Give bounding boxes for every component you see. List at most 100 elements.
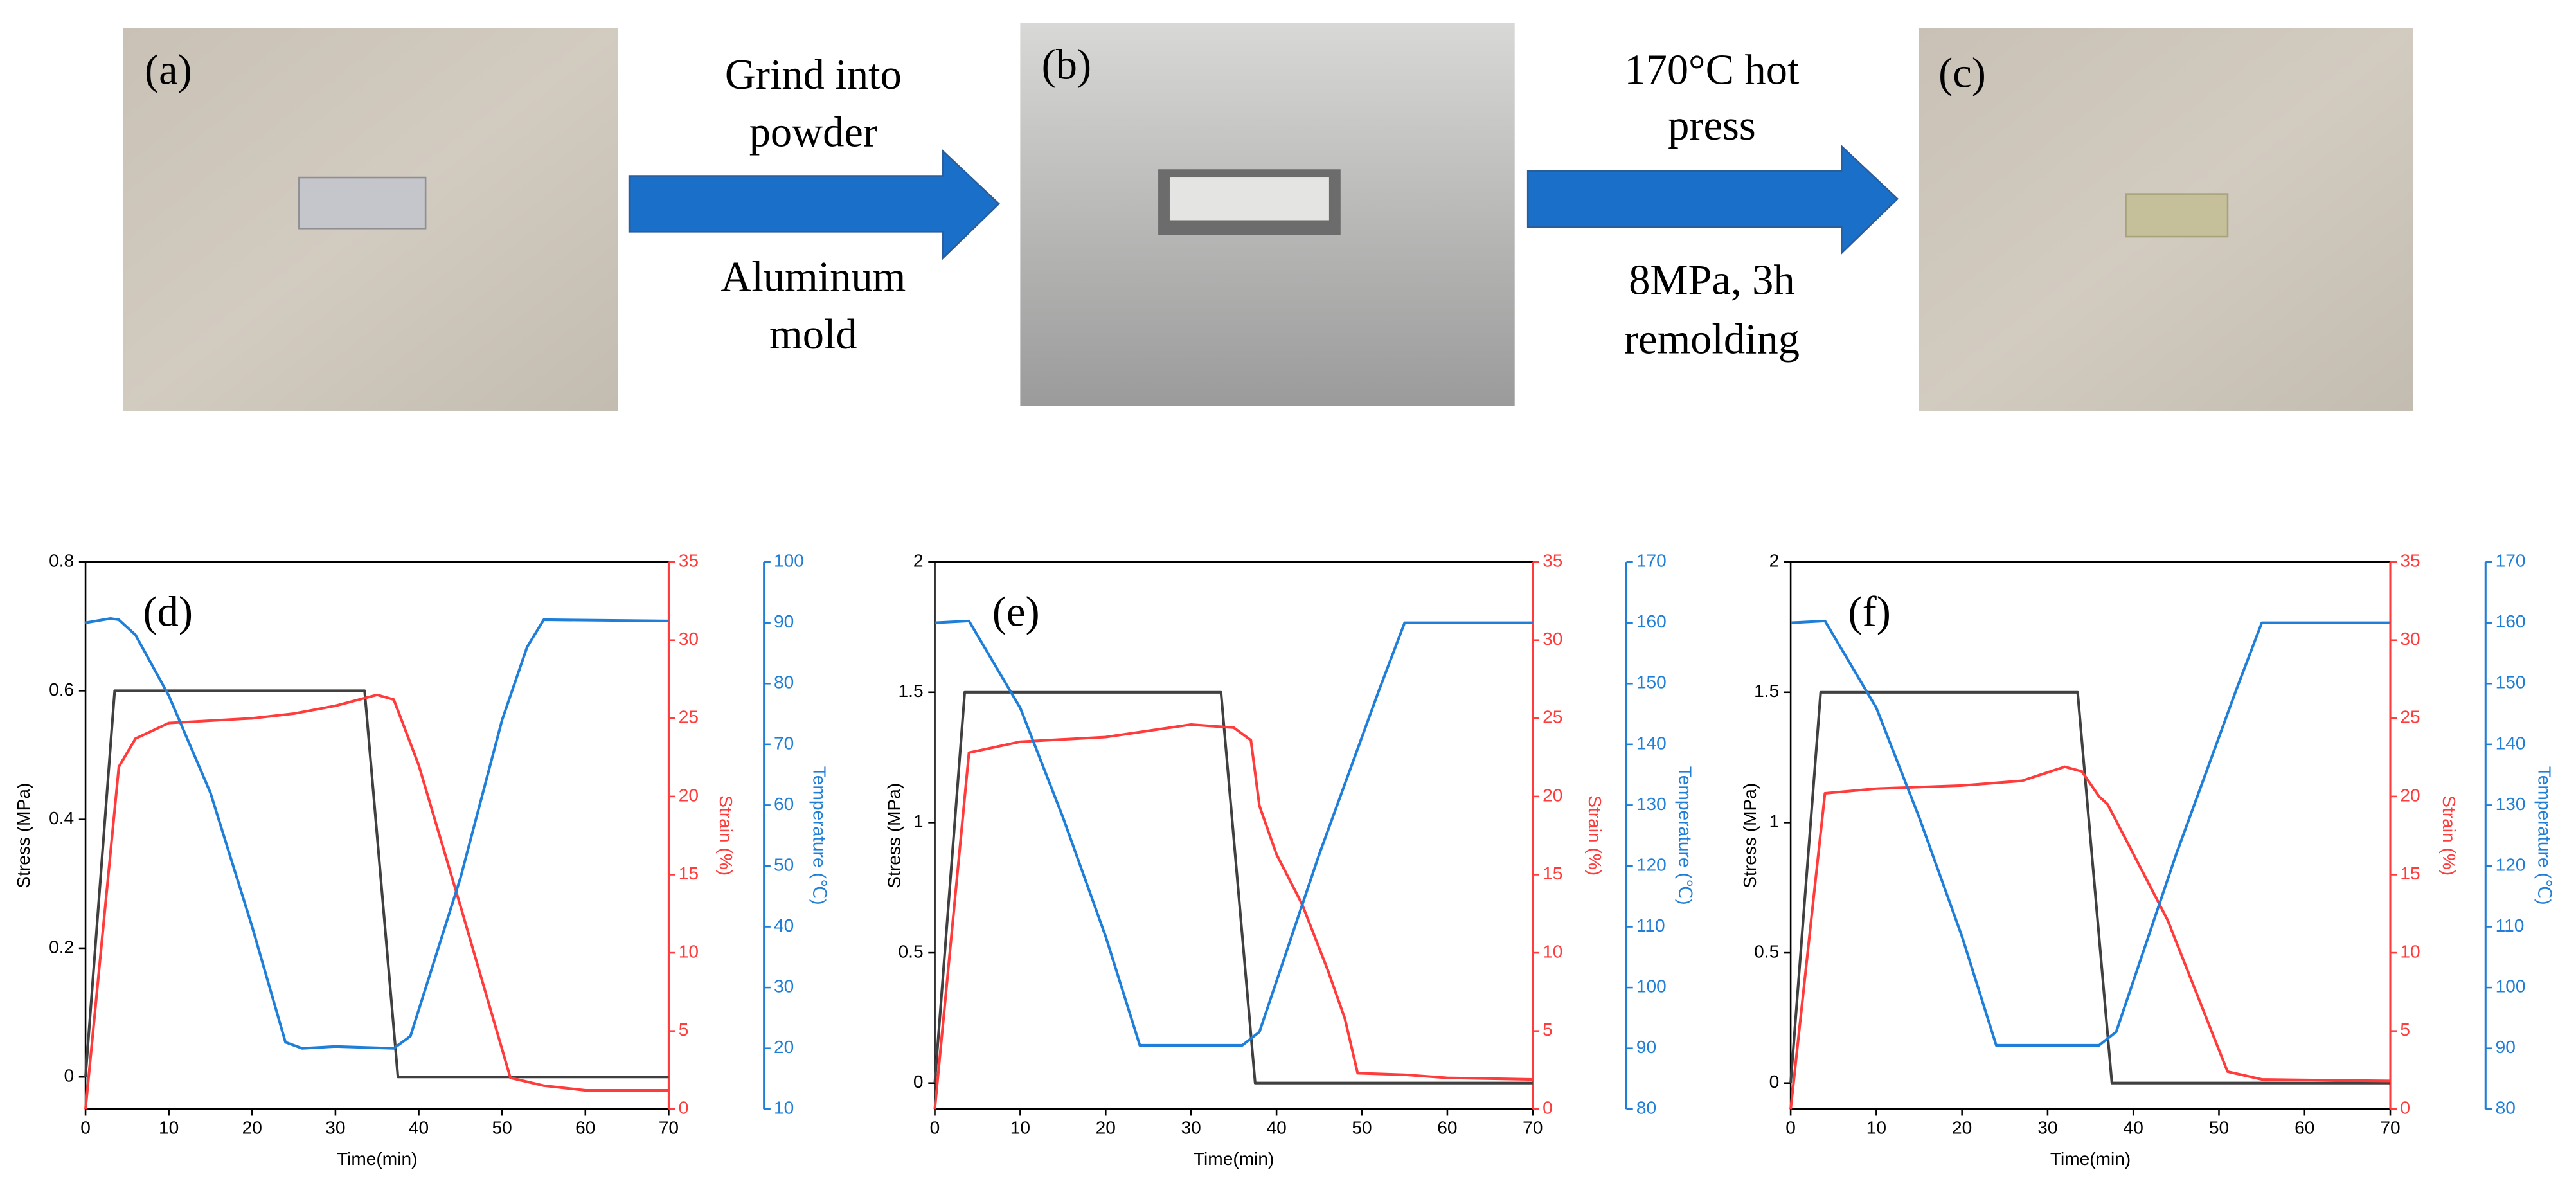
series-line bbox=[933, 723, 1533, 1110]
arrow-text: remolding bbox=[1624, 316, 1800, 363]
y-axis-label: Stress (MPa) bbox=[1740, 783, 1760, 888]
arrow-text: mold bbox=[769, 311, 857, 358]
x-axis-label: Time(min) bbox=[337, 1149, 417, 1169]
y3-tick-label: 100 bbox=[1636, 977, 1667, 996]
y2-axis-label: Strain (%) bbox=[2439, 795, 2459, 876]
series-line bbox=[1791, 619, 2391, 1047]
panel-label: (c) bbox=[1938, 50, 1986, 96]
y3-tick-label: 80 bbox=[2496, 1098, 2516, 1118]
y3-tick-label: 90 bbox=[2496, 1037, 2516, 1057]
y3-tick-label: 60 bbox=[774, 794, 794, 814]
y-tick-label: 0.5 bbox=[899, 941, 924, 961]
arrow-text: 170°C hot bbox=[1624, 46, 1800, 93]
y-tick-label: 0.6 bbox=[49, 680, 74, 699]
arrow-text: powder bbox=[749, 109, 877, 156]
y3-tick-label: 170 bbox=[2496, 551, 2526, 571]
powder bbox=[1169, 177, 1329, 221]
series-line bbox=[1789, 690, 2391, 1085]
x-tick-label: 10 bbox=[1866, 1117, 1886, 1137]
y2-tick-label: 30 bbox=[679, 629, 699, 649]
y3-axis-label: Temperature (℃) bbox=[2534, 766, 2554, 905]
x-tick-label: 20 bbox=[1952, 1117, 1972, 1137]
y-tick-label: 0 bbox=[913, 1072, 924, 1092]
y3-tick-label: 150 bbox=[1636, 672, 1667, 692]
y2-tick-label: 20 bbox=[679, 785, 699, 805]
series-line bbox=[84, 689, 669, 1079]
y3-tick-label: 90 bbox=[774, 611, 794, 631]
panel-label: (a) bbox=[145, 46, 192, 93]
x-tick-label: 20 bbox=[1096, 1117, 1116, 1137]
y2-tick-label: 25 bbox=[1543, 707, 1562, 727]
y2-tick-label: 5 bbox=[2400, 1020, 2410, 1040]
y-tick-label: 1.5 bbox=[1754, 681, 1779, 701]
y3-tick-label: 170 bbox=[1636, 551, 1667, 571]
y3-tick-label: 30 bbox=[774, 977, 794, 996]
panel-label: (f) bbox=[1848, 589, 1891, 636]
arrow-text: Aluminum bbox=[720, 253, 906, 300]
y-tick-label: 0 bbox=[64, 1066, 75, 1086]
x-tick-label: 60 bbox=[575, 1117, 595, 1137]
y2-tick-label: 20 bbox=[1543, 785, 1562, 805]
x-tick-label: 40 bbox=[409, 1117, 429, 1137]
y3-tick-label: 80 bbox=[1636, 1098, 1656, 1118]
y-tick-label: 0.5 bbox=[1754, 941, 1779, 961]
sample-film bbox=[298, 176, 427, 230]
panel-label: (b) bbox=[1042, 42, 1091, 89]
y2-tick-label: 25 bbox=[679, 707, 699, 727]
x-tick-label: 30 bbox=[325, 1117, 345, 1137]
y3-tick-label: 20 bbox=[774, 1037, 794, 1057]
panel-label: (e) bbox=[992, 589, 1040, 636]
y3-tick-label: 160 bbox=[2496, 611, 2526, 631]
x-tick-label: 40 bbox=[2124, 1117, 2143, 1137]
y2-tick-label: 15 bbox=[2400, 863, 2420, 883]
x-tick-label: 50 bbox=[2209, 1117, 2229, 1137]
y3-axis-label: Temperature (℃) bbox=[810, 766, 830, 905]
y3-tick-label: 140 bbox=[1636, 733, 1667, 753]
y2-tick-label: 30 bbox=[1543, 629, 1562, 649]
y3-tick-label: 50 bbox=[774, 854, 794, 874]
series-line bbox=[84, 693, 669, 1110]
y3-tick-label: 90 bbox=[1636, 1037, 1656, 1057]
y3-tick-label: 110 bbox=[1636, 915, 1665, 935]
x-tick-label: 60 bbox=[1437, 1117, 1457, 1137]
y-axis-label: Stress (MPa) bbox=[13, 783, 33, 888]
y3-tick-label: 120 bbox=[2496, 854, 2526, 874]
y2-tick-label: 15 bbox=[679, 863, 699, 883]
y-tick-label: 0 bbox=[1769, 1072, 1780, 1092]
y2-tick-label: 15 bbox=[1543, 863, 1562, 883]
y-tick-label: 0.4 bbox=[49, 808, 74, 828]
remolded-film bbox=[2125, 193, 2229, 238]
x-axis-label: Time(min) bbox=[2050, 1149, 2131, 1169]
y2-tick-label: 30 bbox=[2400, 629, 2420, 649]
y-tick-label: 1 bbox=[913, 811, 924, 831]
y3-tick-label: 160 bbox=[1636, 611, 1667, 631]
x-tick-label: 20 bbox=[242, 1117, 262, 1137]
y3-tick-label: 80 bbox=[774, 672, 794, 692]
series-line bbox=[1789, 765, 2391, 1110]
y3-tick-label: 130 bbox=[2496, 794, 2526, 814]
y2-axis-label: Strain (%) bbox=[716, 795, 736, 876]
y2-tick-label: 10 bbox=[1543, 941, 1562, 961]
y2-tick-label: 0 bbox=[2400, 1098, 2410, 1118]
series-line bbox=[933, 690, 1533, 1085]
series-line bbox=[85, 617, 669, 1050]
x-tick-label: 60 bbox=[2294, 1117, 2314, 1137]
y-tick-label: 2 bbox=[913, 551, 924, 571]
x-tick-label: 0 bbox=[930, 1117, 940, 1137]
y2-axis-label: Strain (%) bbox=[1585, 795, 1605, 876]
series-line bbox=[935, 619, 1533, 1047]
y3-tick-label: 100 bbox=[774, 551, 804, 571]
x-tick-label: 70 bbox=[2380, 1117, 2400, 1137]
arrow-text: press bbox=[1668, 102, 1756, 149]
y2-tick-label: 35 bbox=[2400, 551, 2420, 571]
y3-tick-label: 70 bbox=[774, 733, 794, 753]
y2-tick-label: 35 bbox=[679, 551, 699, 571]
y3-tick-label: 100 bbox=[2496, 977, 2526, 996]
panel-label: (d) bbox=[143, 589, 193, 636]
y-tick-label: 0.2 bbox=[49, 937, 74, 957]
x-tick-label: 70 bbox=[659, 1117, 679, 1137]
x-tick-label: 30 bbox=[1181, 1117, 1201, 1137]
y3-tick-label: 150 bbox=[2496, 672, 2526, 692]
y2-tick-label: 35 bbox=[1543, 551, 1562, 571]
